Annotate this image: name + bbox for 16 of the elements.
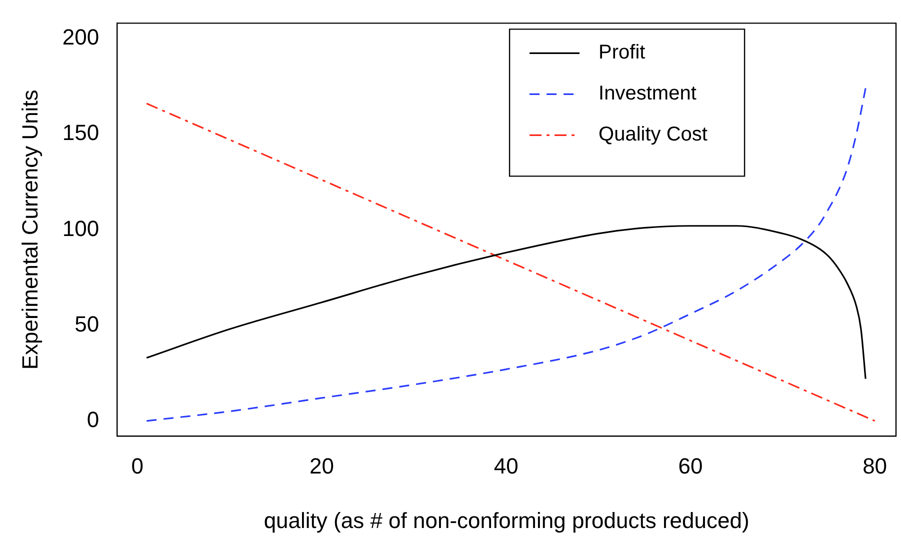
y-tick-label: 100 xyxy=(62,216,100,241)
legend-label: Profit xyxy=(598,42,646,64)
x-tick-label: 60 xyxy=(678,453,703,478)
y-axis-title: Experimental Currency Units xyxy=(17,90,42,370)
x-tick-label: 20 xyxy=(309,453,334,478)
y-tick-label: 0 xyxy=(86,406,100,432)
line-series xyxy=(146,225,866,380)
y-tick-label: 150 xyxy=(62,120,100,146)
x-tick-label: 80 xyxy=(862,453,888,478)
legend-label: Quality Cost xyxy=(598,124,708,146)
legend-label: Investment xyxy=(598,82,697,105)
y-tick-label: 50 xyxy=(74,311,100,336)
x-tick-label: 0 xyxy=(131,453,144,478)
x-tick-label: 40 xyxy=(494,453,518,478)
x-axis-title: quality (as # of non-conforming products reduced) xyxy=(264,508,750,533)
y-tick-label: 200 xyxy=(62,24,100,50)
